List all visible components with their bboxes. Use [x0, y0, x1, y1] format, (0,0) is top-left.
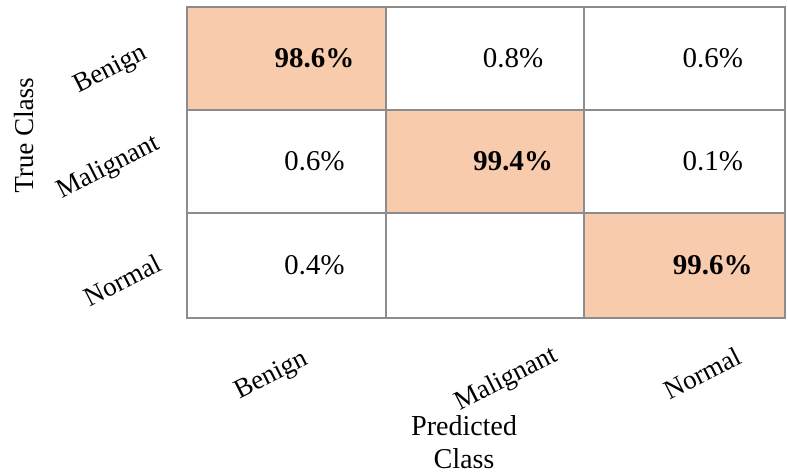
row-label-malignant: Malignant — [50, 126, 164, 204]
y-axis-title: True Class — [9, 77, 39, 193]
cell-true-malignant-pred-normal: 0.1% — [585, 111, 784, 214]
cell-true-normal-pred-normal: 99.6% — [585, 214, 784, 317]
cell-true-malignant-pred-malignant: 99.4% — [386, 111, 586, 214]
cell-true-benign-pred-normal: 0.6% — [585, 8, 784, 111]
col-label-benign: Benign — [228, 341, 312, 405]
x-axis-title-line2: Class — [433, 444, 495, 475]
cell-true-normal-pred-malignant — [386, 214, 586, 317]
cell-true-benign-pred-malignant: 0.8% — [386, 8, 586, 111]
col-label-normal: Normal — [658, 340, 746, 406]
cell-true-normal-pred-benign: 0.4% — [188, 214, 387, 317]
x-axis-title: Predicted Class — [364, 410, 564, 476]
row-label-normal: Normal — [78, 247, 166, 313]
col-label-malignant: Malignant — [448, 338, 562, 416]
x-axis-title-line1: Predicted — [411, 411, 517, 442]
cell-true-malignant-pred-benign: 0.6% — [188, 111, 387, 214]
matrix-grid: 98.6% 0.8% 0.6% 0.6% 99.4% 0.1% 0.4% 99.… — [186, 6, 786, 319]
row-label-benign: Benign — [67, 35, 151, 99]
cell-true-benign-pred-benign: 98.6% — [188, 8, 387, 111]
